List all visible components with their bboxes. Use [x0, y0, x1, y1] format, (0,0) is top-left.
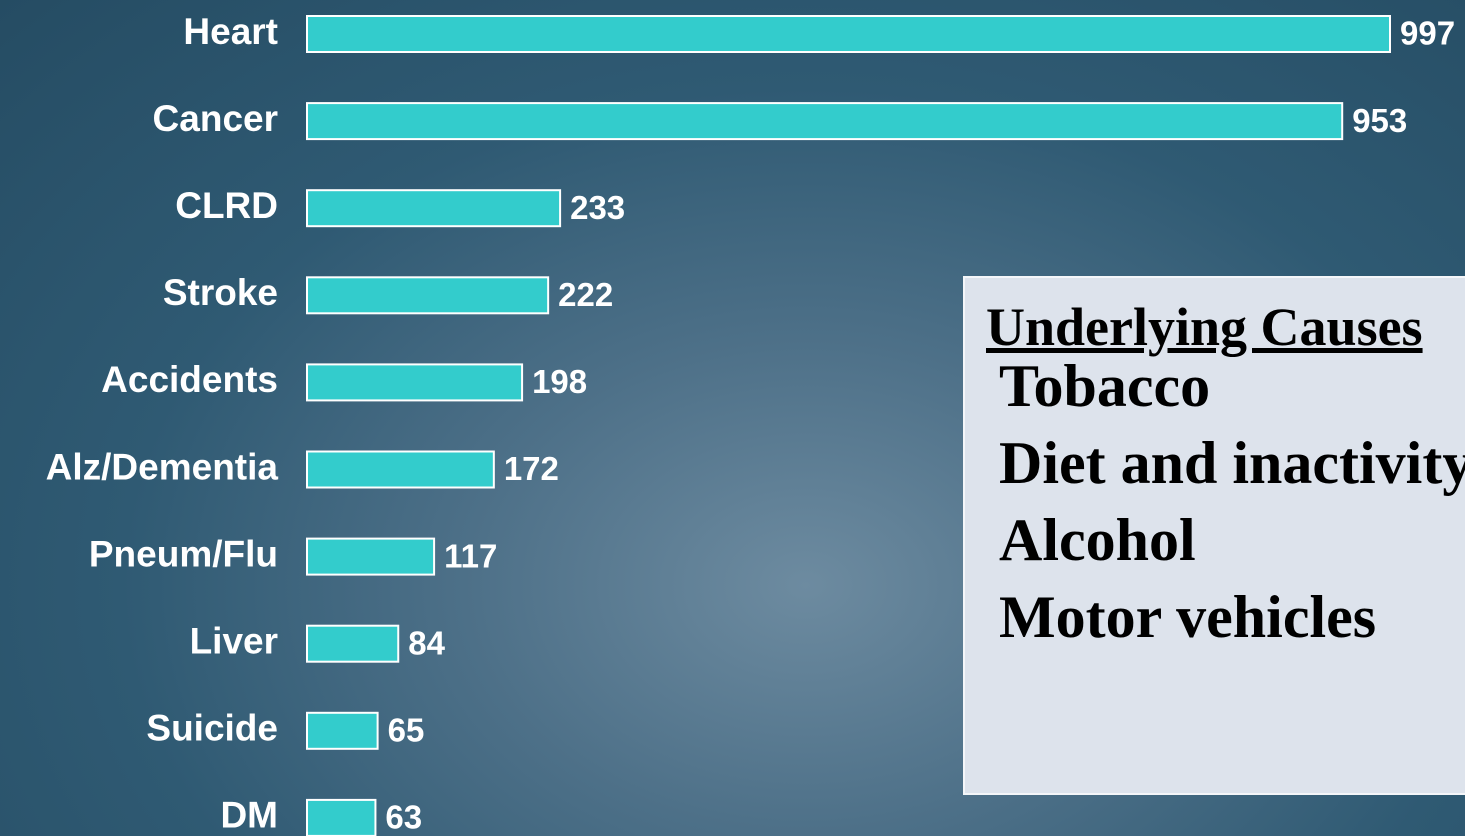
value-label: 65: [388, 712, 425, 749]
box-title: Underlying Causes: [986, 296, 1423, 358]
value-label: 233: [570, 189, 625, 226]
bar: [307, 626, 398, 662]
cause-item: Motor vehicles: [999, 583, 1376, 652]
bar: [307, 452, 494, 488]
bar: [307, 364, 522, 400]
value-label: 222: [558, 276, 613, 313]
bar: [307, 539, 434, 575]
category-label: Alz/Dementia: [46, 446, 279, 487]
category-label: Stroke: [163, 272, 278, 313]
bar: [307, 713, 378, 749]
slide: Heart 997 Cancer 953 CLRD 233 Stroke 222 Acciden…: [0, 0, 1465, 836]
category-label: Pneum/Flu: [89, 533, 278, 574]
bar: [307, 16, 1390, 52]
value-label: 117: [444, 537, 497, 574]
category-label: DM: [220, 795, 278, 836]
cause-item: Tobacco: [999, 352, 1210, 421]
value-label: 63: [385, 799, 422, 836]
value-label: 997: [1400, 15, 1455, 52]
bar: [307, 800, 375, 836]
cause-item: Diet and inactivity: [999, 429, 1465, 498]
category-label: Liver: [190, 620, 278, 661]
category-label: Heart: [183, 11, 278, 52]
value-label: 953: [1352, 102, 1407, 139]
value-label: 84: [408, 624, 445, 661]
bar: [307, 103, 1342, 139]
text-box: Underlying Causes Tobacco Diet and inacti…: [963, 276, 1465, 795]
value-label: 172: [504, 450, 559, 487]
bar: [307, 277, 548, 313]
category-label: Accidents: [101, 359, 278, 400]
bar: [307, 190, 560, 226]
category-label: Cancer: [153, 98, 278, 139]
value-label: 198: [532, 363, 587, 400]
cause-item: Alcohol: [999, 506, 1196, 575]
category-label: CLRD: [175, 185, 278, 226]
category-label: Suicide: [146, 708, 278, 749]
